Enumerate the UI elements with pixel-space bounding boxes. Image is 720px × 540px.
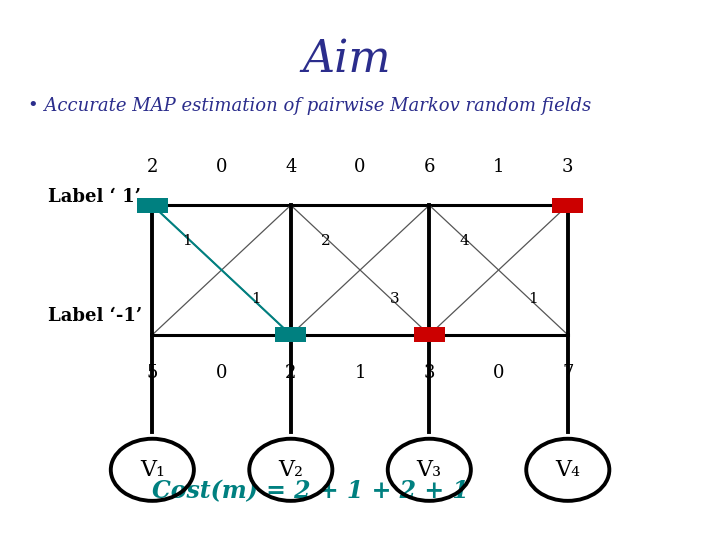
Text: 0: 0 [354, 158, 366, 176]
Text: 0: 0 [492, 364, 504, 382]
Text: Cost(m) = 2 + 1 + 2 + 1: Cost(m) = 2 + 1 + 2 + 1 [153, 480, 469, 503]
Text: V₃: V₃ [417, 459, 442, 481]
FancyBboxPatch shape [137, 198, 168, 213]
Text: 5: 5 [147, 364, 158, 382]
Text: Label ‘ 1’: Label ‘ 1’ [48, 188, 141, 206]
Text: 6: 6 [423, 158, 435, 176]
Text: 4: 4 [285, 158, 297, 176]
Text: 2: 2 [147, 158, 158, 176]
Text: 7: 7 [562, 364, 574, 382]
Text: 3: 3 [390, 292, 400, 306]
Text: 1: 1 [251, 292, 261, 306]
Text: V₄: V₄ [555, 459, 580, 481]
Text: 3: 3 [423, 364, 435, 382]
Text: 1: 1 [182, 234, 192, 248]
Text: 3: 3 [562, 158, 574, 176]
Text: 1: 1 [354, 364, 366, 382]
Text: 2: 2 [320, 234, 330, 248]
FancyBboxPatch shape [275, 327, 307, 342]
Text: 0: 0 [216, 158, 228, 176]
Text: V₁: V₁ [140, 459, 165, 481]
FancyBboxPatch shape [414, 327, 445, 342]
Text: V₂: V₂ [279, 459, 303, 481]
Text: Aim: Aim [302, 38, 390, 81]
Text: Label ‘-1’: Label ‘-1’ [48, 307, 143, 325]
Text: 2: 2 [285, 364, 297, 382]
Text: 0: 0 [216, 364, 228, 382]
FancyBboxPatch shape [552, 198, 583, 213]
Text: 1: 1 [528, 292, 538, 306]
Text: • Accurate MAP estimation of pairwise Markov random fields: • Accurate MAP estimation of pairwise Ma… [27, 97, 591, 115]
Text: 1: 1 [492, 158, 504, 176]
Text: 4: 4 [459, 234, 469, 248]
